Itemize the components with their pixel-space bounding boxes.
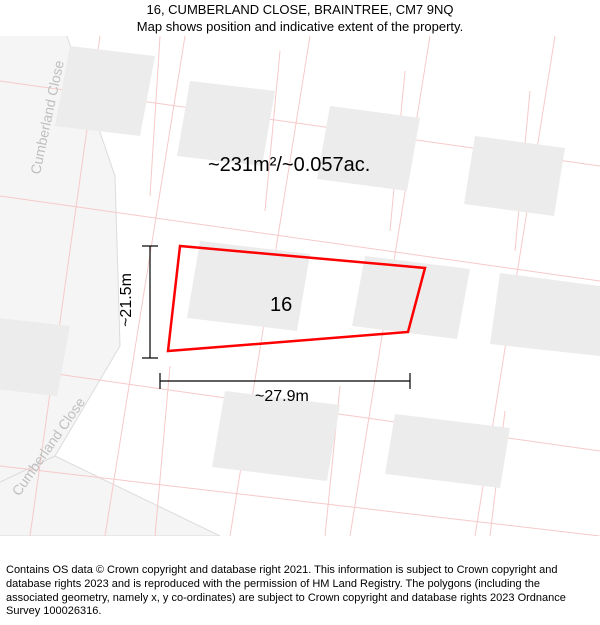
width-dimension-label: ~27.9m [255, 388, 309, 406]
area-label: ~231m²/~0.057ac. [208, 154, 370, 177]
map-svg [0, 36, 600, 536]
footer-copyright: Contains OS data © Crown copyright and d… [0, 560, 600, 625]
map-area: ~231m²/~0.057ac. ~21.5m ~27.9m 16 Cumber… [0, 36, 600, 536]
subtitle: Map shows position and indicative extent… [0, 19, 600, 36]
height-dimension-label: ~21.5m [118, 273, 136, 327]
header: 16, CUMBERLAND CLOSE, BRAINTREE, CM7 9NQ… [0, 0, 600, 36]
plot-number-label: 16 [270, 294, 292, 317]
address-title: 16, CUMBERLAND CLOSE, BRAINTREE, CM7 9NQ [0, 2, 600, 19]
